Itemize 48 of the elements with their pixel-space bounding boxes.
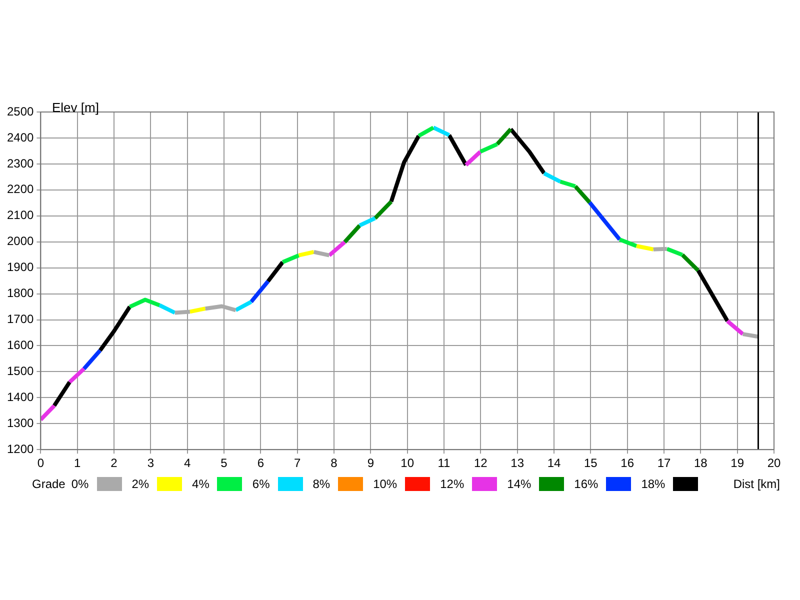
y-tick-label: 1300 [6,416,34,430]
legend-label: 12% [440,477,464,491]
y-tick-label: 1400 [6,390,34,404]
y-axis-title: Elev [m] [52,100,99,115]
x-tick-label: 4 [184,456,192,470]
x-tick-label: 2 [110,456,118,470]
legend-label: 4% [192,477,210,491]
y-tick-label: 2100 [6,208,34,222]
x-tick-label: 3 [147,456,154,470]
x-tick-label: 0 [37,456,44,470]
y-tick-label: 2200 [6,182,34,196]
x-tick-label: 14 [547,456,562,470]
x-tick-label: 19 [730,456,744,470]
x-tick-label: 5 [220,456,228,470]
legend-label: 2% [132,477,150,491]
x-tick-label: 9 [367,456,374,470]
legend-label: 18% [641,477,666,491]
x-tick-label: 1 [74,456,82,470]
x-tick-label: 17 [657,456,671,470]
y-tick-label: 1200 [6,442,34,456]
x-tick-label: 20 [767,456,781,470]
x-tick-label: 10 [400,456,414,470]
y-tick-label: 1900 [6,260,34,274]
x-tick-label: 7 [294,456,302,470]
x-tick-label: 13 [510,456,524,470]
y-tick-label: 2000 [6,234,34,248]
y-tick-label: 2400 [6,130,34,144]
y-tick-label: 1800 [6,286,34,300]
x-tick-label: 15 [584,456,598,470]
x-tick-label: 16 [620,456,634,470]
y-tick-label: 1600 [6,338,34,352]
legend-label: 0% [71,477,89,491]
y-tick-label: 2500 [6,104,34,118]
x-tick-label: 8 [330,456,338,470]
legend-label: 10% [373,477,398,491]
y-tick-label: 1500 [6,364,34,378]
x-axis-title: Dist [km] [733,477,780,491]
x-tick-label: 12 [474,456,488,470]
y-tick-label: 2300 [6,156,34,170]
legend-label: 14% [507,477,532,491]
x-tick-label: 6 [257,456,264,470]
x-tick-label: 18 [694,456,708,470]
x-tick-label: 11 [438,456,451,470]
legend-label: 8% [312,477,330,491]
y-tick-label: 1700 [6,312,34,326]
legend-label: 6% [252,477,270,491]
legend-label: 16% [574,477,598,491]
legend-title: Grade [32,477,66,491]
